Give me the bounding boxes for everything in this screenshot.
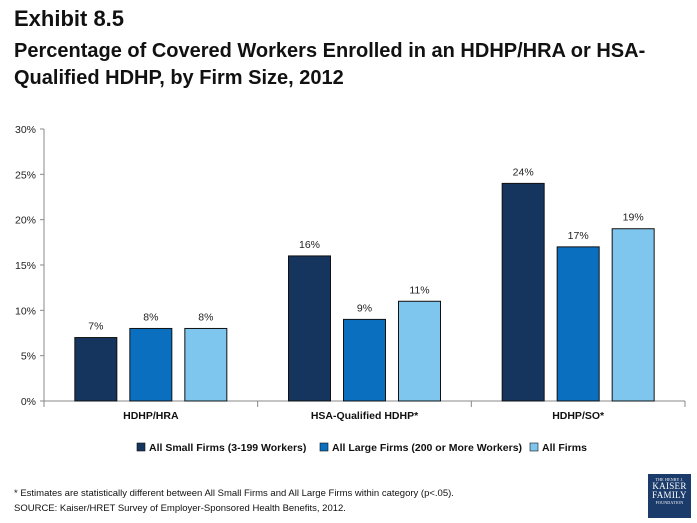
bar (184, 327, 228, 402)
bar (129, 327, 173, 402)
data-label: 11% (409, 284, 429, 296)
data-label: 8% (143, 311, 158, 323)
logo-line1: THE HENRY J. (655, 477, 684, 482)
logo-line3: FAMILY (652, 490, 687, 500)
data-label: 8% (198, 311, 213, 323)
bar (556, 246, 600, 402)
y-tick-label: 25% (15, 169, 36, 181)
legend-label: All Small Firms (3-199 Workers) (149, 442, 306, 454)
data-label: 16% (299, 239, 320, 251)
y-tick-label: 30% (15, 124, 36, 136)
data-label: 17% (568, 230, 589, 242)
category-label: HSA-Qualified HDHP* (311, 410, 419, 422)
y-tick-label: 10% (15, 305, 36, 317)
exhibit-label: Exhibit 8.5 (14, 6, 125, 31)
category-label: HDHP/HRA (123, 410, 179, 422)
legend-swatch (529, 442, 539, 452)
bar (74, 337, 118, 402)
logo-line4: FOUNDATION (655, 500, 684, 505)
data-label: 9% (357, 302, 372, 314)
category-label: HDHP/SO* (552, 410, 605, 422)
y-tick-label: 20% (15, 215, 36, 227)
bar (398, 300, 441, 402)
axes: 0% 5% 10% 15% 20% 25% 30% HDHP/HRA HSA-Qualified… (15, 124, 686, 422)
legend-label: All Firms (542, 442, 587, 454)
footnote: * Estimates are statistically different … (14, 486, 454, 516)
kff-logo: THE HENRY J. KAISER FAMILY FOUNDATION (648, 474, 691, 518)
footnote-source: SOURCE: Kaiser/HRET Survey of Employer-S… (14, 503, 346, 514)
logo-line2: KAISER (652, 481, 687, 491)
legend: All Small Firms (3-199 Workers) All Large… (136, 442, 587, 454)
bar (288, 255, 331, 402)
legend-swatch (319, 442, 329, 452)
bar (501, 182, 545, 402)
footnote-significance: * Estimates are statistically different … (14, 488, 454, 499)
y-tick-label: 0% (21, 396, 36, 408)
y-tick-label: 5% (21, 351, 36, 363)
bar (611, 228, 655, 402)
data-label: 24% (513, 166, 534, 178)
bar (343, 318, 386, 402)
legend-swatch (136, 442, 146, 452)
bars: 7% 8% 8% 16% 9% 11% 24% 17% 19% (74, 166, 655, 402)
chart-title: Percentage of Covered Workers Enrolled i… (14, 40, 646, 89)
legend-label: All Large Firms (200 or More Workers) (332, 442, 522, 454)
data-label: 7% (88, 321, 103, 333)
data-label: 19% (623, 212, 644, 224)
y-tick-label: 15% (15, 260, 36, 272)
